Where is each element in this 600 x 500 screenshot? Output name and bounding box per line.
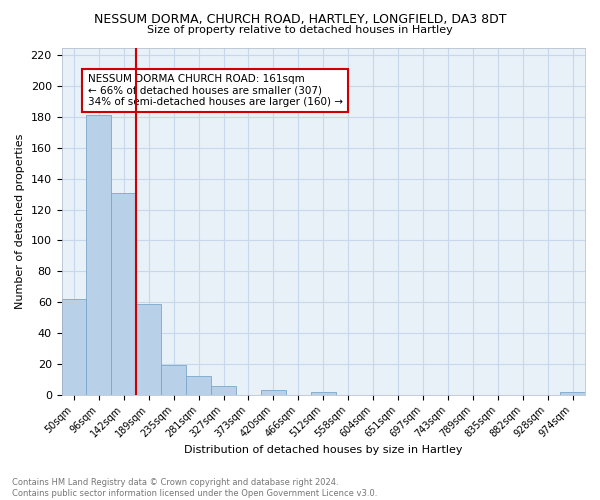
X-axis label: Distribution of detached houses by size in Hartley: Distribution of detached houses by size … [184,445,463,455]
Bar [62,299,86,395]
Bar [211,386,236,395]
Y-axis label: Number of detached properties: Number of detached properties [15,134,25,309]
Bar [86,116,112,395]
Bar [161,366,186,395]
Text: Size of property relative to detached houses in Hartley: Size of property relative to detached ho… [147,25,453,35]
Bar [186,376,211,395]
Bar [136,304,161,395]
Bar [261,390,286,395]
Bar [560,392,585,395]
Bar [112,192,136,395]
Text: Contains HM Land Registry data © Crown copyright and database right 2024.
Contai: Contains HM Land Registry data © Crown c… [12,478,377,498]
Bar [311,392,336,395]
Text: NESSUM DORMA, CHURCH ROAD, HARTLEY, LONGFIELD, DA3 8DT: NESSUM DORMA, CHURCH ROAD, HARTLEY, LONG… [94,12,506,26]
Text: NESSUM DORMA CHURCH ROAD: 161sqm
← 66% of detached houses are smaller (307)
34% : NESSUM DORMA CHURCH ROAD: 161sqm ← 66% o… [88,74,343,107]
